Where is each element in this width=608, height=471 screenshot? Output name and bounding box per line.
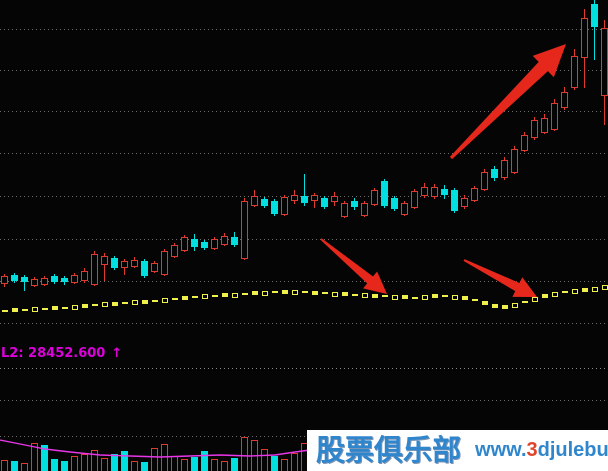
red-arrow-annotation <box>320 238 387 294</box>
up-trend-arrow-icon: ↑ <box>111 346 123 361</box>
site-logo-text: 股票俱乐部 <box>316 433 462 467</box>
gridline-layer <box>0 29 608 437</box>
site-url-rest: djulebu.com <box>537 439 608 461</box>
annotation-arrows-layer <box>320 44 566 297</box>
yellow-overlay-layer <box>2 285 608 312</box>
indicator-value-label: L2: 28452.600 ↑ <box>1 347 122 361</box>
indicator-value-text: L2: 28452.600 <box>1 346 106 361</box>
candles-layer <box>1 0 608 291</box>
site-url-highlight: 3 <box>526 439 538 461</box>
site-url-text: www.3djulebu.com <box>475 439 608 462</box>
site-url-prefix: www. <box>475 439 527 461</box>
watermark-banner: 股票俱乐部 www.3djulebu.com <box>307 430 608 471</box>
red-arrow-annotation <box>449 44 566 160</box>
red-arrow-annotation <box>463 259 537 297</box>
